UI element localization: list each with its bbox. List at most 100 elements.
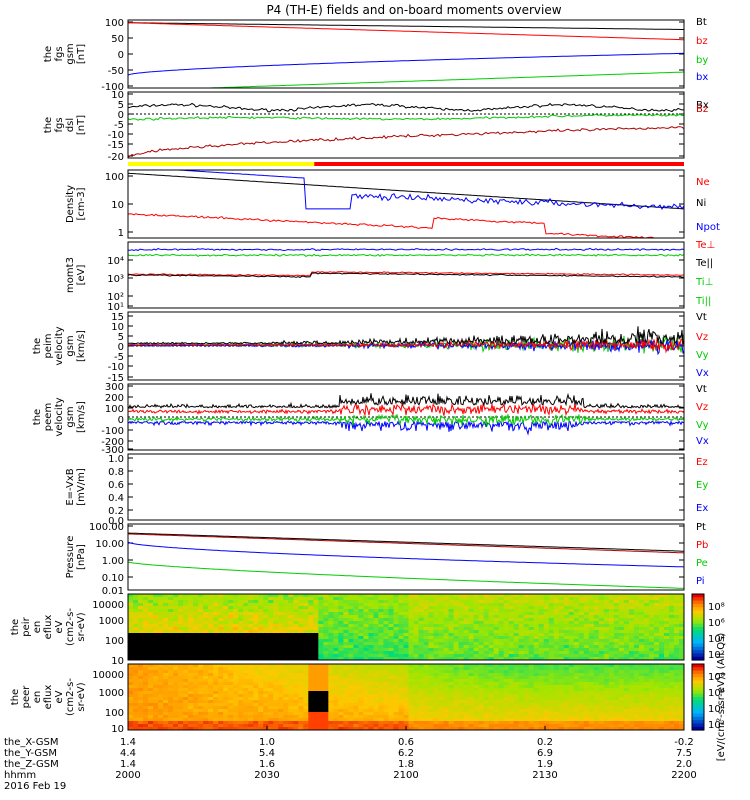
spectrogram-cell: [288, 603, 294, 607]
spectrogram-cell: [678, 612, 684, 616]
spectrogram-cell: [338, 615, 344, 619]
spectrogram-cell: [248, 670, 254, 674]
spectrogram-cell: [333, 709, 339, 713]
spectrogram-cell: [553, 636, 560, 640]
spectrogram-cell: [548, 633, 555, 637]
legend-pb: Pb: [696, 540, 708, 551]
spectrogram-cell: [348, 694, 355, 698]
spectrogram-cell: [288, 636, 294, 640]
spectrogram-cell: [273, 594, 279, 598]
spectrogram-cell: [588, 600, 595, 604]
spectrogram-cell: [178, 706, 184, 710]
spectrogram-cell: [653, 624, 660, 628]
spectrogram-cell: [278, 709, 284, 713]
tick-label: -20: [108, 152, 124, 163]
spectrogram-cell: [453, 621, 460, 625]
spectrogram-cell: [468, 594, 475, 598]
spectrogram-cell: [558, 657, 565, 660]
spectrogram-cell: [583, 676, 590, 680]
spectrogram-cell: [503, 633, 510, 637]
spectrogram-cell: [468, 606, 475, 610]
spectrogram-cell: [413, 654, 420, 658]
spectrogram-cell: [358, 706, 365, 710]
spectrogram-cell: [378, 600, 385, 604]
spectrogram-cell: [313, 715, 319, 719]
spectrogram-cell: [143, 633, 149, 637]
spectrogram-cell: [523, 630, 530, 634]
spectrogram-cell: [273, 682, 279, 686]
spectrogram-cell: [618, 624, 625, 628]
spectrogram-cell: [393, 688, 400, 692]
spectrogram-cell: [548, 636, 555, 640]
spectrogram-cell: [198, 673, 204, 677]
ylabel-panel-2: [nT]: [76, 115, 87, 135]
tick-label: -10: [108, 362, 124, 373]
spectrogram-cell: [268, 630, 274, 634]
spectrogram-cell: [158, 703, 164, 707]
spectrogram-cell: [183, 691, 189, 695]
spectrogram-cell: [553, 609, 560, 613]
spectrogram-cell: [548, 697, 555, 701]
spectrogram-cell: [398, 715, 405, 719]
spectrogram-cell: [293, 676, 299, 680]
spectrogram-cell: [203, 648, 209, 652]
spectrogram-cell: [323, 624, 329, 628]
spectrogram-cell: [423, 594, 430, 598]
spectrogram-cell: [448, 609, 455, 613]
spectrogram-cell: [253, 679, 259, 683]
spectrogram-cell: [218, 651, 224, 655]
spectrogram-cell: [538, 594, 545, 598]
spectrogram-cell: [358, 609, 365, 613]
spectrogram-cell: [258, 715, 264, 719]
spectrogram-cell: [548, 670, 555, 674]
spectrogram-cell: [403, 594, 410, 598]
spectrogram-cell: [373, 691, 380, 695]
spectrogram-cell: [523, 606, 530, 610]
spectrogram-cell: [553, 618, 560, 622]
spectrogram-cell: [213, 624, 219, 628]
spectrogram-cell: [213, 715, 219, 719]
spectrogram-cell: [293, 691, 299, 695]
spectrogram-cell: [638, 657, 645, 660]
spectrogram-cell: [198, 600, 204, 604]
spectrogram-cell: [408, 609, 415, 613]
spectrogram-cell: [548, 615, 555, 619]
spectrogram-cell: [443, 636, 450, 640]
spectrogram-cell: [463, 700, 470, 704]
spectrogram-cell: [553, 621, 560, 625]
spectrogram-cell: [553, 651, 560, 655]
spectrogram-cell: [333, 639, 339, 643]
spectrogram-cell: [523, 648, 530, 652]
spectrogram-cell: [633, 664, 640, 668]
spectrogram-cell: [338, 651, 344, 655]
spectrogram-cell: [238, 721, 244, 725]
spectrogram-cell: [328, 615, 334, 619]
spectrogram-cell: [373, 642, 380, 646]
spectrogram-cell: [338, 694, 344, 698]
spectrogram-cell: [578, 667, 585, 671]
spectrogram-cell: [228, 679, 234, 683]
spectrogram-cell: [428, 670, 435, 674]
spectrogram-cell: [173, 639, 179, 643]
spectrogram-cell: [203, 721, 209, 725]
spectrogram-cell: [268, 697, 274, 701]
spectrogram-cell: [148, 715, 154, 719]
spectrogram-cell: [448, 600, 455, 604]
spectrogram-cell: [303, 715, 309, 719]
spectrogram-cell: [513, 609, 520, 613]
spectrogram-cell: [128, 612, 134, 616]
spectrogram-cell: [448, 718, 455, 722]
spectrogram-cell: [288, 621, 294, 625]
spectrogram-cell: [603, 645, 610, 649]
spectrogram-cell: [623, 697, 630, 701]
spectrogram-cell: [228, 624, 234, 628]
spectrogram-cell: [213, 654, 219, 658]
spectrogram-cell: [148, 639, 154, 643]
spectrogram-cell: [578, 679, 585, 683]
spectrogram-cell: [573, 727, 580, 730]
spectrogram-cell: [158, 609, 164, 613]
spectrogram-cell: [538, 703, 545, 707]
spectrogram-cell: [338, 724, 344, 728]
